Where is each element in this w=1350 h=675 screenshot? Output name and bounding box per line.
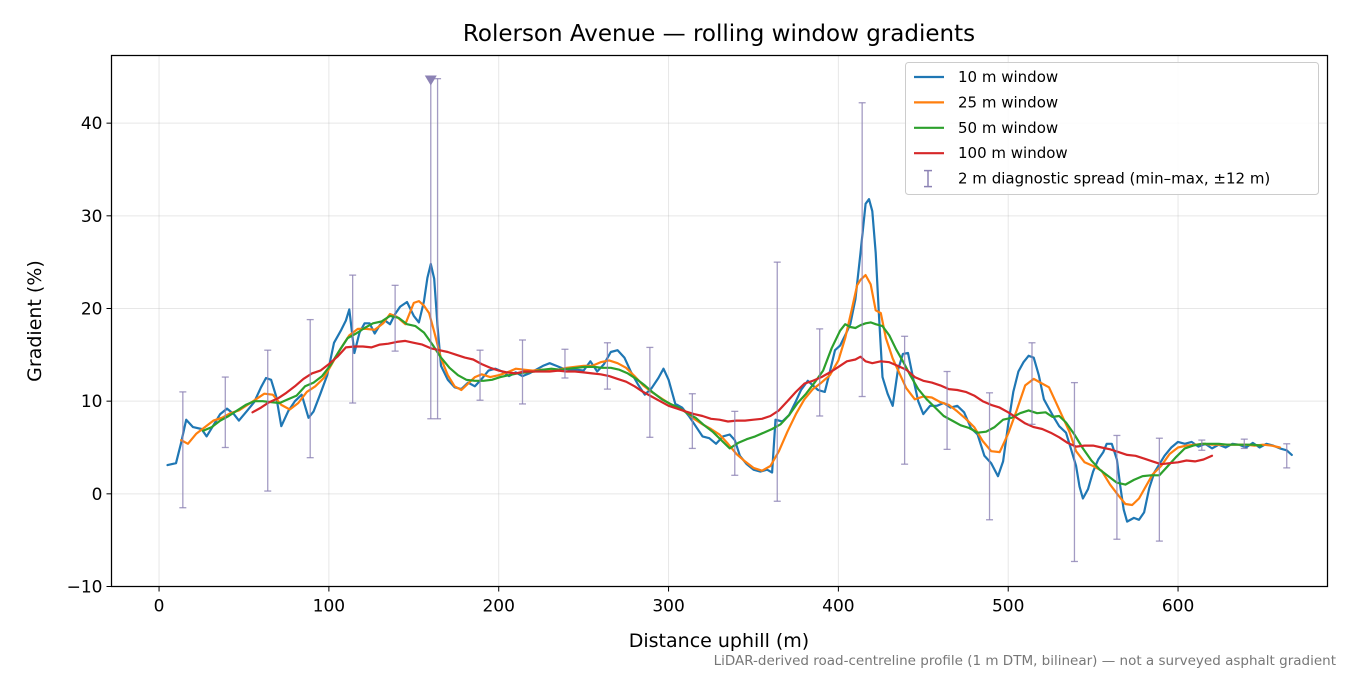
errorbar: [391, 284, 399, 352]
errorbar: [1198, 439, 1206, 451]
errorbar: [306, 318, 314, 459]
y-tick-label: 30: [81, 207, 103, 227]
errorbar: [1240, 438, 1248, 450]
x-tick-label: 300: [652, 597, 684, 617]
errorbar: [1070, 381, 1078, 563]
legend-label: 50 m window: [958, 119, 1058, 137]
errorbar: [858, 102, 866, 398]
series-line: [166, 198, 1293, 523]
x-tick-label: 0: [154, 597, 165, 617]
errorbar: [816, 328, 824, 417]
plot-frame: [110, 54, 1329, 588]
errorbar: [221, 376, 229, 449]
y-tick-label: 0: [92, 485, 103, 505]
y-tick-label: 40: [81, 114, 103, 134]
errorbar: [561, 348, 569, 379]
series-line: [251, 339, 1214, 466]
x-axis-label: Distance uphill (m): [629, 630, 809, 652]
errorbar: [1113, 434, 1121, 540]
errorbar: [264, 349, 272, 492]
plot-series: [166, 75, 1293, 563]
y-tick-label: −10: [67, 578, 103, 598]
x-tick-label: 600: [1162, 597, 1194, 617]
x-tick-label: 400: [822, 597, 854, 617]
legend-errorbar-swatch: [924, 169, 932, 188]
legend: 10 m window 25 m window 50 m window 100 m w…: [905, 62, 1319, 195]
errorbar: [1283, 443, 1291, 469]
x-tick-label: 500: [992, 597, 1024, 617]
errorbar: [179, 391, 187, 509]
legend-label: 100 m window: [958, 144, 1068, 162]
series-line: [180, 274, 1281, 507]
clipped-value-marker: [424, 75, 437, 86]
legend-label: 2 m diagnostic spread (min–max, ±12 m): [958, 170, 1270, 188]
axis-ticks: 0 100 200 300 400 500 600 −10 0 10 20 30 40: [67, 114, 1195, 616]
errorbar: [349, 274, 357, 404]
errorbar: [518, 339, 526, 405]
legend-box: [905, 62, 1319, 195]
errorbar: [943, 370, 951, 450]
y-axis-label: Gradient (%): [24, 260, 46, 382]
footnote: LiDAR-derived road-centreline profile (1…: [714, 653, 1336, 669]
x-tick-label: 100: [313, 597, 345, 617]
errorbar: [1155, 437, 1163, 542]
errorbar: [476, 349, 484, 401]
y-tick-label: 10: [81, 392, 103, 412]
y-tick-label: 20: [81, 299, 103, 319]
series-line: [202, 314, 1263, 486]
x-tick-label: 200: [482, 597, 514, 617]
errorbar: [603, 342, 611, 390]
errorbar: [1028, 342, 1036, 425]
errorbar: [731, 410, 739, 476]
errorbar: [773, 261, 781, 502]
errorbar: [434, 78, 442, 420]
errorbar: [901, 335, 909, 465]
errorbar: [646, 346, 654, 438]
diagnostic-spread-errorbars: [179, 75, 1291, 563]
errorbar: [986, 392, 994, 521]
legend-label: 10 m window: [958, 68, 1058, 86]
errorbar: [688, 393, 696, 450]
chart-title: Rolerson Avenue — rolling window gradien…: [463, 21, 975, 47]
legend-label: 25 m window: [958, 93, 1058, 111]
